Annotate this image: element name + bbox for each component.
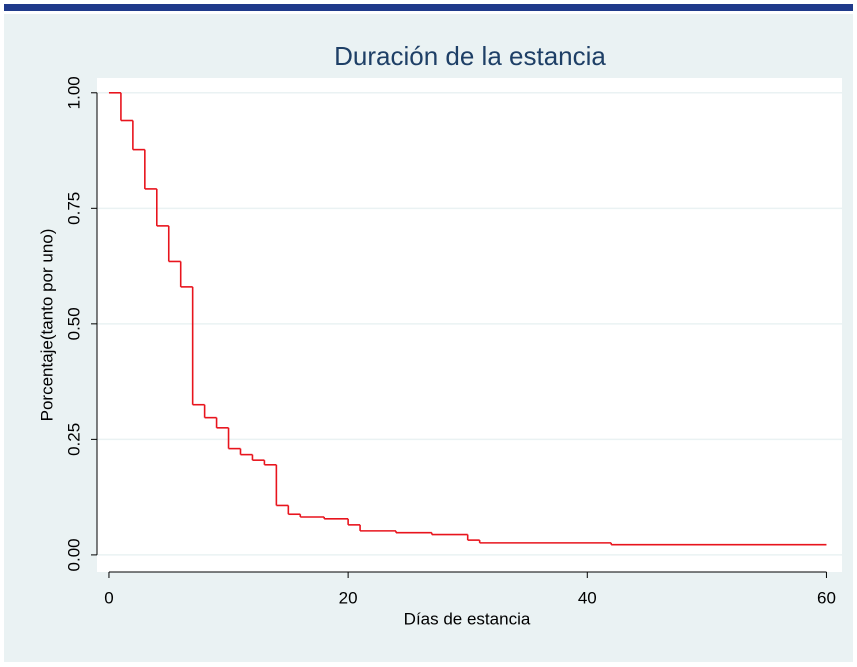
plot-area	[97, 78, 842, 572]
y-axis-title: Porcentaje(tanto por uno)	[37, 229, 56, 422]
x-tick-label: 40	[578, 588, 597, 607]
y-tick-label: 0.25	[64, 423, 83, 456]
x-axis-title: Días de estancia	[404, 609, 531, 628]
x-tick-label: 0	[104, 588, 113, 607]
y-tick-label: 0.50	[64, 307, 83, 340]
y-tick-label: 0.00	[64, 538, 83, 571]
x-tick-label: 20	[339, 588, 358, 607]
chart-title: Duración de la estancia	[334, 41, 606, 71]
top-bar	[4, 4, 853, 11]
y-tick-label: 0.75	[64, 192, 83, 225]
y-tick-label: 1.00	[64, 76, 83, 109]
x-tick-label: 60	[817, 588, 836, 607]
